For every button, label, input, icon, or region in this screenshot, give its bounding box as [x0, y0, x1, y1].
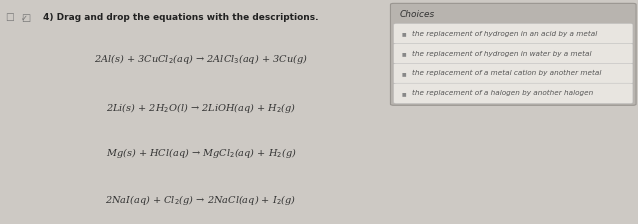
- Text: the replacement of a metal cation by another metal: the replacement of a metal cation by ano…: [412, 70, 601, 77]
- Text: ■: ■: [402, 31, 406, 36]
- Text: ■: ■: [402, 51, 406, 56]
- Text: 2Al(s) + 3CuCl$_2$(aq) → 2AlCl$_3$(aq) + 3Cu(g): 2Al(s) + 3CuCl$_2$(aq) → 2AlCl$_3$(aq) +…: [94, 52, 308, 66]
- Text: the replacement of hydrogen in water by a metal: the replacement of hydrogen in water by …: [412, 50, 591, 57]
- Text: ✓: ✓: [21, 13, 28, 22]
- Text: Mg(s) + HCl(aq) → MgCl$_2$(aq) + H$_2$(g): Mg(s) + HCl(aq) → MgCl$_2$(aq) + H$_2$(g…: [106, 146, 296, 160]
- FancyBboxPatch shape: [394, 24, 633, 44]
- Text: ■: ■: [402, 71, 406, 76]
- Text: the replacement of a halogen by another halogen: the replacement of a halogen by another …: [412, 90, 593, 96]
- Text: ☐: ☐: [5, 13, 14, 24]
- FancyBboxPatch shape: [394, 63, 633, 84]
- FancyBboxPatch shape: [394, 43, 633, 64]
- Text: 2Li(s) + 2H$_2$O(l) → 2LiOH(aq) + H$_2$(g): 2Li(s) + 2H$_2$O(l) → 2LiOH(aq) + H$_2$(…: [106, 101, 296, 114]
- Text: the replacement of hydrogen in an acid by a metal: the replacement of hydrogen in an acid b…: [412, 31, 597, 37]
- FancyBboxPatch shape: [390, 3, 636, 105]
- Text: ■: ■: [402, 91, 406, 96]
- Text: Choices: Choices: [400, 10, 435, 19]
- FancyBboxPatch shape: [394, 83, 633, 103]
- Text: 2NaI(aq) + Cl$_2$(g) → 2NaCl(aq) + I$_2$(g): 2NaI(aq) + Cl$_2$(g) → 2NaCl(aq) + I$_2$…: [105, 194, 297, 207]
- Text: □: □: [21, 13, 30, 24]
- Text: 4) Drag and drop the equations with the descriptions.: 4) Drag and drop the equations with the …: [43, 13, 319, 22]
